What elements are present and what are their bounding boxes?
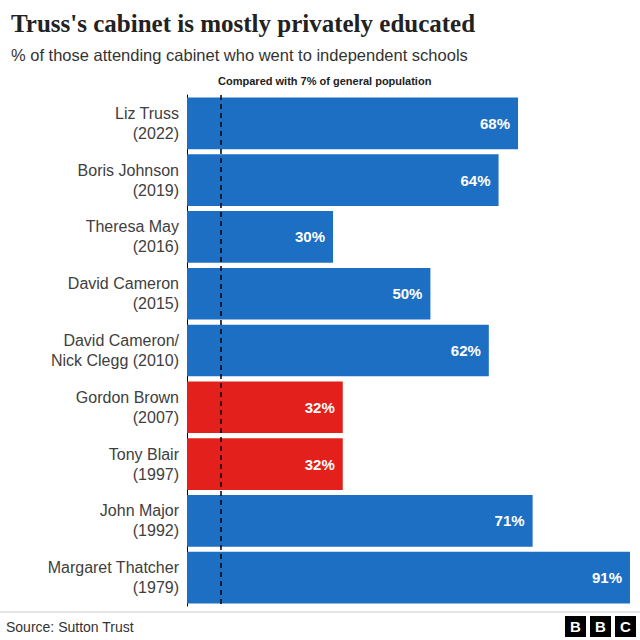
svg-text:(1997): (1997) [133, 466, 179, 483]
svg-text:David Cameron: David Cameron [68, 275, 179, 292]
svg-text:% of those attending cabinet w: % of those attending cabinet who went to… [11, 46, 468, 64]
svg-text:68%: 68% [480, 115, 510, 132]
svg-text:John Major: John Major [100, 502, 180, 519]
svg-text:B: B [570, 618, 581, 635]
svg-text:Gordon Brown: Gordon Brown [76, 389, 179, 406]
svg-text:Source: Sutton Trust: Source: Sutton Trust [6, 619, 134, 635]
svg-text:Truss's cabinet is mostly priv: Truss's cabinet is mostly privately educ… [11, 10, 475, 37]
svg-text:C: C [620, 618, 631, 635]
svg-text:(2007): (2007) [133, 409, 179, 426]
svg-text:B: B [595, 618, 606, 635]
svg-text:62%: 62% [451, 342, 481, 359]
svg-text:91%: 91% [592, 569, 622, 586]
svg-text:Liz Truss: Liz Truss [115, 105, 179, 122]
svg-text:David Cameron/: David Cameron/ [63, 332, 179, 349]
svg-text:Compared with 7% of general po: Compared with 7% of general population [218, 75, 432, 87]
svg-text:Nick Clegg (2010): Nick Clegg (2010) [51, 352, 179, 369]
svg-text:Tony Blair: Tony Blair [109, 446, 180, 463]
svg-text:50%: 50% [392, 285, 422, 302]
svg-text:(2016): (2016) [133, 238, 179, 255]
svg-text:(1979): (1979) [133, 579, 179, 596]
svg-text:Margaret Thatcher: Margaret Thatcher [48, 559, 180, 576]
svg-text:32%: 32% [305, 399, 335, 416]
svg-text:64%: 64% [461, 172, 491, 189]
svg-text:Theresa May: Theresa May [86, 218, 179, 235]
svg-text:71%: 71% [495, 512, 525, 529]
svg-text:32%: 32% [305, 456, 335, 473]
svg-text:(2015): (2015) [133, 295, 179, 312]
svg-text:(2019): (2019) [133, 182, 179, 199]
svg-text:Boris Johnson: Boris Johnson [78, 162, 179, 179]
svg-text:30%: 30% [295, 228, 325, 245]
svg-text:(2022): (2022) [133, 125, 179, 142]
svg-text:(1992): (1992) [133, 522, 179, 539]
